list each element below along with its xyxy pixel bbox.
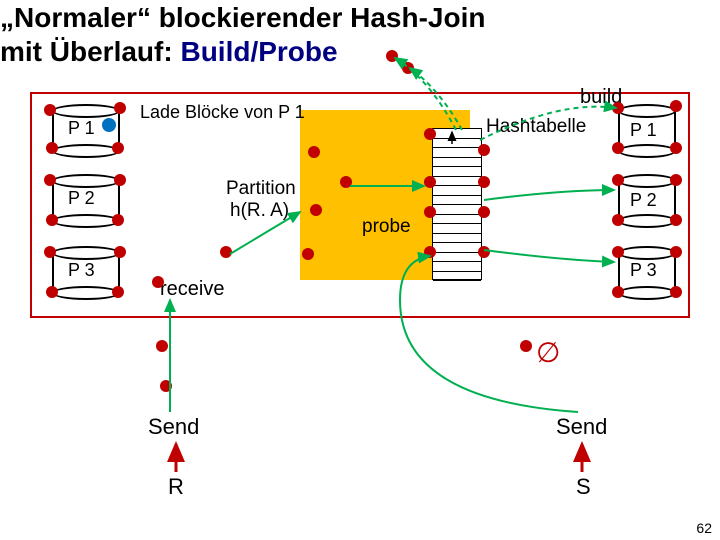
label-receive: receive [160, 278, 224, 301]
empty-set-icon: ∅ [536, 336, 560, 369]
page-number: 62 [696, 520, 712, 536]
dot-red [478, 206, 490, 218]
dot-red [46, 214, 58, 226]
dot-red [670, 174, 682, 186]
dot-red [612, 174, 624, 186]
dot-red [478, 246, 490, 258]
dot-red [402, 62, 414, 74]
dot-red [424, 206, 436, 218]
dot-red [302, 248, 314, 260]
label-right-p1: P 1 [630, 120, 657, 141]
dot-red [112, 214, 124, 226]
dot-red [112, 142, 124, 154]
dot-red [160, 380, 172, 392]
dot-red [44, 104, 56, 116]
label-r: R [168, 474, 184, 500]
title-buildprobe: Build/Probe [180, 36, 337, 67]
label-lade: Lade Blöcke von P 1 [140, 102, 305, 123]
dot-red [114, 102, 126, 114]
dot-red [152, 276, 164, 288]
label-right-p2: P 2 [630, 190, 657, 211]
dot-red [424, 128, 436, 140]
dot-red [46, 286, 58, 298]
dot-red [156, 340, 168, 352]
dot-red [424, 246, 436, 258]
dot-red [386, 50, 398, 62]
dot-red [670, 214, 682, 226]
title-line2a: mit Überlauf: [0, 36, 180, 67]
dot-red [308, 146, 320, 158]
dot-red [670, 286, 682, 298]
label-s: S [576, 474, 591, 500]
label-send-left: Send [148, 414, 199, 440]
label-send-right: Send [556, 414, 607, 440]
dot-red [612, 102, 624, 114]
dot-red [44, 246, 56, 258]
title-line1: „Normaler“ blockierender Hash-Join [0, 2, 485, 34]
dot-red [340, 176, 352, 188]
dot-red [478, 176, 490, 188]
dot-red [46, 142, 58, 154]
label-partition: Partition [226, 178, 296, 200]
dot-blue [102, 118, 116, 132]
label-hra: h(R. A) [230, 200, 289, 222]
dot-red [112, 286, 124, 298]
dot-red [310, 204, 322, 216]
label-right-p3: P 3 [630, 260, 657, 281]
dot-red [612, 246, 624, 258]
label-probe: probe [362, 216, 411, 238]
dot-red [220, 246, 232, 258]
hashtable [432, 128, 482, 280]
dot-red [114, 246, 126, 258]
dot-red [612, 142, 624, 154]
dot-red [478, 144, 490, 156]
dot-red [44, 174, 56, 186]
dot-red [612, 214, 624, 226]
label-left-p1: P 1 [68, 118, 95, 139]
label-left-p3: P 3 [68, 260, 95, 281]
dot-red [114, 174, 126, 186]
dot-red [670, 142, 682, 154]
title-line2: mit Überlauf: Build/Probe [0, 36, 338, 68]
dot-red [670, 246, 682, 258]
dot-red [612, 286, 624, 298]
dot-red [520, 340, 532, 352]
dot-red [424, 176, 436, 188]
label-hashtabelle: Hashtabelle [486, 116, 586, 138]
dot-red [670, 100, 682, 112]
label-left-p2: P 2 [68, 188, 95, 209]
